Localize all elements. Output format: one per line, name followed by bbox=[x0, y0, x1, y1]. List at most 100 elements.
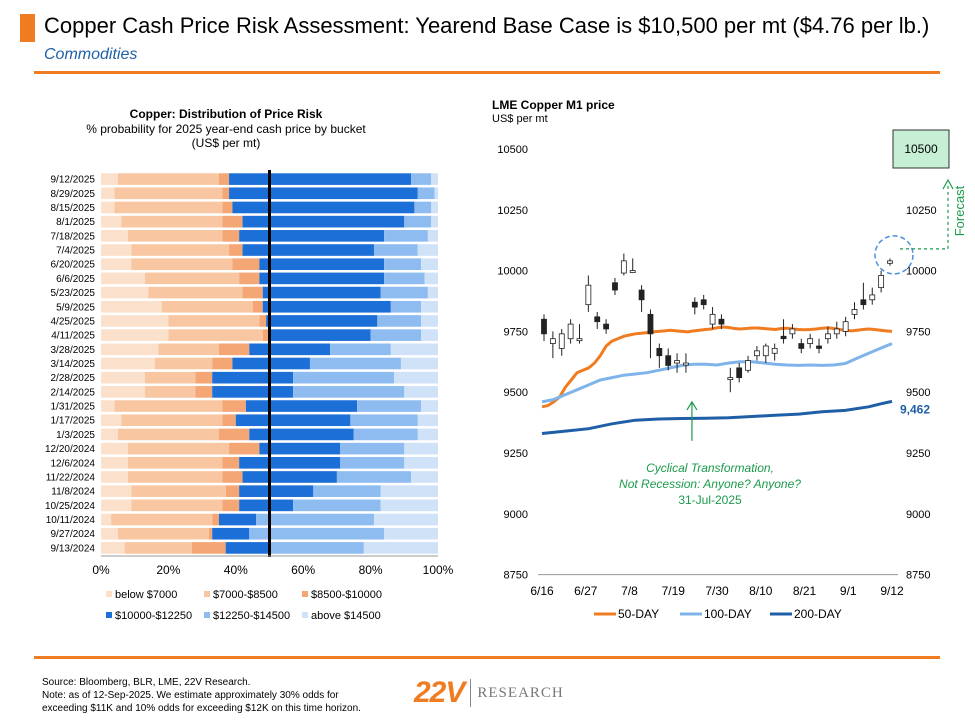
bar-segment bbox=[232, 258, 260, 271]
bar-segment bbox=[313, 485, 381, 497]
y-tick-label-right: 9000 bbox=[906, 509, 930, 521]
bar-segment bbox=[421, 400, 438, 412]
candle-body bbox=[816, 345, 822, 349]
bar-segment bbox=[417, 244, 438, 256]
bar-segment bbox=[121, 414, 223, 427]
bar-segment bbox=[101, 386, 145, 398]
bar-segment bbox=[101, 542, 125, 554]
bar-segment bbox=[229, 244, 243, 256]
x-tick-label: 20% bbox=[156, 563, 180, 577]
bar-category-label: 7/18/2025 bbox=[51, 231, 96, 242]
bar-category-label: 8/15/2025 bbox=[51, 203, 96, 214]
candle-body bbox=[558, 333, 565, 349]
moving-average-line bbox=[541, 325, 893, 409]
candle-body bbox=[541, 318, 547, 335]
bar-segment bbox=[101, 258, 132, 271]
bar-segment bbox=[242, 215, 405, 228]
x-tick-label: 80% bbox=[359, 563, 383, 577]
bar-segment bbox=[225, 542, 270, 554]
bar-segment bbox=[340, 456, 405, 469]
y-tick-label-left: 8750 bbox=[504, 570, 528, 582]
bar-segment bbox=[384, 527, 438, 540]
bar-segment bbox=[101, 343, 159, 356]
legend-swatch bbox=[106, 591, 112, 597]
bar-segment bbox=[229, 173, 412, 185]
bar-segment bbox=[232, 357, 310, 370]
bar-segment bbox=[293, 386, 405, 398]
bar-segment bbox=[421, 258, 438, 271]
bar-segment bbox=[218, 428, 250, 441]
bar-category-label: 4/11/2025 bbox=[51, 331, 95, 342]
bar-segment bbox=[222, 414, 236, 427]
bar-segment bbox=[259, 258, 385, 271]
candle-body bbox=[674, 360, 680, 364]
latest-price-highlight bbox=[874, 235, 914, 275]
bar-segment bbox=[218, 173, 230, 185]
legend-label: $12250-$14500 bbox=[213, 610, 290, 622]
bar-segment bbox=[414, 201, 432, 214]
forecast-label: Forecast bbox=[952, 185, 967, 236]
bar-segment bbox=[229, 442, 260, 455]
bar-segment bbox=[404, 456, 438, 469]
bar-category-label: 10/25/2024 bbox=[45, 501, 95, 512]
candle-body bbox=[638, 289, 645, 301]
x-tick-label: 8/10 bbox=[749, 584, 773, 598]
bar-segment bbox=[293, 499, 381, 512]
bar-chart-subtitle: (US$ per mt) bbox=[192, 136, 261, 150]
bar-segment bbox=[340, 442, 405, 455]
bar-segment bbox=[191, 542, 226, 554]
bar-segment bbox=[131, 258, 233, 271]
legend-label: 50-DAY bbox=[618, 607, 659, 621]
x-tick-label: 9/12 bbox=[880, 584, 904, 598]
bar-segment bbox=[101, 329, 169, 341]
bar-segment bbox=[101, 400, 115, 412]
bar-segment bbox=[404, 442, 438, 455]
candle-body bbox=[665, 355, 672, 366]
bar-segment bbox=[380, 485, 438, 497]
bar-segment bbox=[235, 414, 351, 427]
bar-segment bbox=[212, 513, 219, 526]
bar-category-label: 3/28/2025 bbox=[51, 345, 96, 356]
bar-segment bbox=[249, 428, 354, 441]
bar-category-label: 1/31/2025 bbox=[51, 402, 96, 413]
bar-segment bbox=[242, 471, 337, 483]
candle-body bbox=[824, 333, 831, 340]
bar-segment bbox=[101, 173, 118, 185]
bar-segment bbox=[262, 300, 391, 313]
bar-category-label: 8/29/2025 bbox=[51, 189, 96, 200]
bar-segment bbox=[101, 414, 122, 427]
bar-category-label: 10/11/2024 bbox=[46, 515, 96, 526]
candle-body bbox=[647, 313, 654, 335]
bar-segment bbox=[114, 201, 223, 214]
bar-segment bbox=[212, 386, 294, 398]
bar-segment bbox=[158, 343, 219, 356]
candle-body bbox=[567, 323, 574, 340]
bar-segment bbox=[353, 428, 418, 441]
bar-segment bbox=[330, 343, 391, 356]
forecast-arrow-head bbox=[942, 178, 954, 190]
bar-segment bbox=[131, 499, 223, 512]
x-tick-label: 7/19 bbox=[662, 584, 686, 598]
bar-segment bbox=[417, 414, 438, 427]
bar-segment bbox=[417, 428, 438, 441]
candle-body bbox=[683, 362, 689, 366]
bar-segment bbox=[101, 201, 115, 214]
bar-segment bbox=[117, 173, 219, 185]
bar-segment bbox=[431, 201, 438, 214]
x-tick-label: 9/1 bbox=[840, 584, 857, 598]
price-risk-distribution-chart: Copper: Distribution of Price Risk% prob… bbox=[45, 107, 454, 622]
bar-segment bbox=[101, 499, 132, 512]
bar-segment bbox=[114, 187, 223, 200]
bar-category-label: 12/6/2024 bbox=[51, 458, 96, 469]
legend-swatch bbox=[204, 612, 210, 618]
bar-segment bbox=[208, 527, 213, 540]
x-tick-label: 6/27 bbox=[574, 584, 598, 598]
bar-segment bbox=[195, 371, 213, 384]
bar-segment bbox=[225, 485, 240, 497]
bar-segment bbox=[154, 357, 213, 370]
candle-body bbox=[887, 260, 893, 264]
bar-category-label: 9/13/2024 bbox=[51, 543, 96, 554]
legend-swatch bbox=[302, 612, 308, 618]
bar-segment bbox=[269, 542, 364, 554]
